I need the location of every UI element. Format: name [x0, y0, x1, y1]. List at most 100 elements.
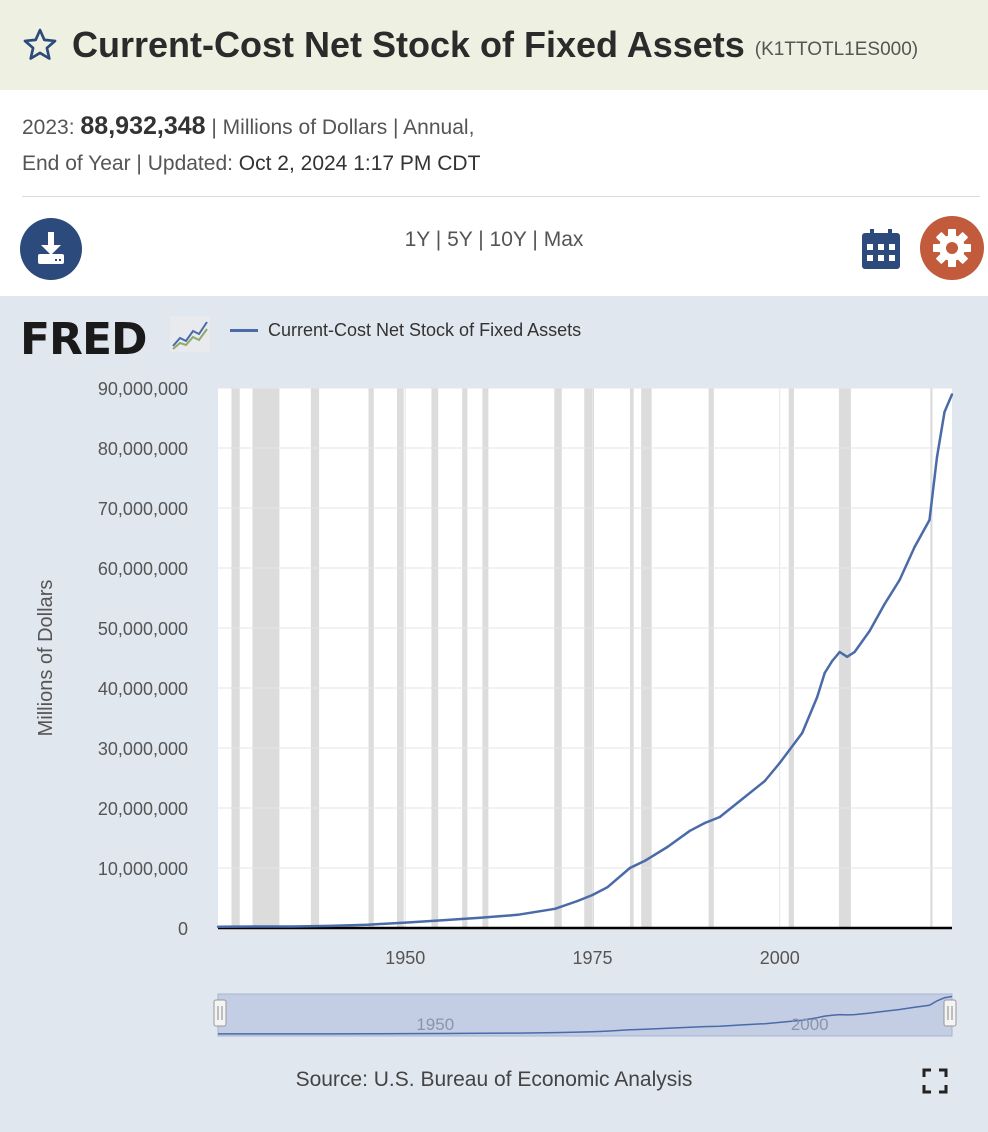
latest-value: 88,932,348 [80, 112, 206, 140]
range-1y[interactable]: 1Y [404, 228, 430, 251]
data-point [688, 829, 692, 832]
range-sep: | [435, 228, 442, 251]
updated-label: End of Year | Updated: [22, 152, 239, 175]
data-point [801, 731, 804, 735]
navigator-label: 1950 [416, 1015, 454, 1034]
data-point [366, 923, 369, 926]
data-point [591, 893, 594, 897]
download-button[interactable] [20, 218, 82, 280]
recession-band [629, 388, 634, 928]
y-tick-label: 10,000,000 [98, 859, 188, 879]
recession-band [641, 388, 652, 928]
range-sep: | [532, 228, 538, 251]
navigator-label: 2000 [791, 1015, 829, 1034]
legend-label: Current-Cost Net Stock of Fixed Assets [268, 320, 582, 340]
range-selector: 1Y | 5Y | 10Y | Max [0, 228, 988, 252]
data-point [853, 650, 856, 654]
data-point [950, 393, 954, 396]
data-point [935, 455, 939, 459]
divider [22, 196, 980, 197]
recession-band [554, 388, 562, 928]
y-tick-label: 20,000,000 [98, 799, 188, 819]
range-sep: | [478, 228, 484, 251]
recession-band [397, 388, 404, 928]
data-point [643, 859, 647, 862]
data-point [703, 821, 707, 825]
units-frequency: | Millions of Dollars | Annual, [211, 116, 475, 139]
recession-band [368, 388, 374, 928]
data-point [516, 913, 519, 916]
data-point [741, 797, 744, 801]
navigator-series-line [218, 995, 953, 1035]
settings-button[interactable] [920, 216, 984, 280]
range-10y[interactable]: 10Y [489, 228, 527, 251]
recession-band [310, 388, 320, 928]
data-point [763, 779, 766, 783]
data-point [913, 545, 916, 549]
star-icon[interactable] [22, 27, 58, 63]
data-point [553, 907, 557, 910]
updated-date: Oct 2, 2024 1:17 PM CDT [238, 152, 481, 175]
recession-band [482, 388, 489, 928]
recession-band [431, 388, 439, 928]
data-point [628, 866, 632, 870]
data-point [441, 919, 444, 922]
latest-year: 2023: [22, 116, 75, 139]
series-meta: 2023: 88,932,348 | Millions of Dollars |… [22, 108, 480, 182]
data-point [845, 655, 849, 658]
series-id: (K1TTOTL1ES000) [754, 39, 919, 60]
x-tick-label: 1950 [385, 948, 425, 968]
gear-icon [933, 229, 971, 267]
data-point [928, 518, 931, 522]
data-point [943, 410, 946, 414]
data-point [778, 761, 781, 765]
data-point [830, 659, 834, 663]
x-tick-label: 2000 [760, 948, 800, 968]
data-point [606, 886, 609, 889]
range-max[interactable]: Max [543, 228, 584, 251]
source-note: Source: U.S. Bureau of Economic Analysis [295, 1068, 693, 1091]
recession-band [252, 388, 280, 928]
y-tick-label: 40,000,000 [98, 679, 188, 699]
y-tick-label: 80,000,000 [98, 439, 188, 459]
recession-band [462, 388, 468, 928]
data-point [883, 602, 886, 606]
data-point [404, 921, 407, 924]
data-point [718, 815, 722, 819]
data-point [868, 629, 871, 633]
data-point [254, 925, 257, 928]
page-title: Current-Cost Net Stock of Fixed Assets [72, 24, 745, 65]
y-tick-label: 90,000,000 [98, 379, 188, 399]
y-tick-label: 70,000,000 [98, 499, 188, 519]
x-tick-label: 1975 [572, 948, 612, 968]
navigator-handle[interactable] [213, 999, 227, 1027]
data-point [216, 925, 220, 928]
recession-band [930, 388, 933, 928]
chart-legend: Current-Cost Net Stock of Fixed Assets [230, 320, 581, 341]
download-icon [38, 232, 64, 264]
recession-band [708, 388, 714, 928]
range-5y[interactable]: 5Y [447, 228, 473, 251]
title-bar: Current-Cost Net Stock of Fixed Assets (… [0, 0, 988, 90]
data-point [576, 899, 579, 903]
recession-band [584, 388, 594, 928]
recession-band [231, 388, 240, 928]
data-point [329, 924, 332, 928]
legend-swatch [230, 329, 258, 332]
y-axis-label: Millions of Dollars [35, 580, 57, 737]
navigator-handle[interactable] [943, 999, 957, 1027]
data-point [823, 671, 826, 675]
y-tick-label: 0 [178, 919, 188, 939]
data-point [291, 925, 295, 928]
recession-band [788, 388, 794, 928]
y-tick-label: 60,000,000 [98, 559, 188, 579]
calendar-icon[interactable] [858, 226, 904, 272]
recession-band [838, 388, 851, 928]
y-tick-label: 50,000,000 [98, 619, 188, 639]
fred-logo[interactable]: FRED [20, 314, 148, 365]
data-point [478, 916, 482, 919]
y-tick-label: 30,000,000 [98, 739, 188, 759]
fred-graph-icon [170, 316, 210, 352]
fullscreen-icon[interactable] [922, 1068, 948, 1094]
